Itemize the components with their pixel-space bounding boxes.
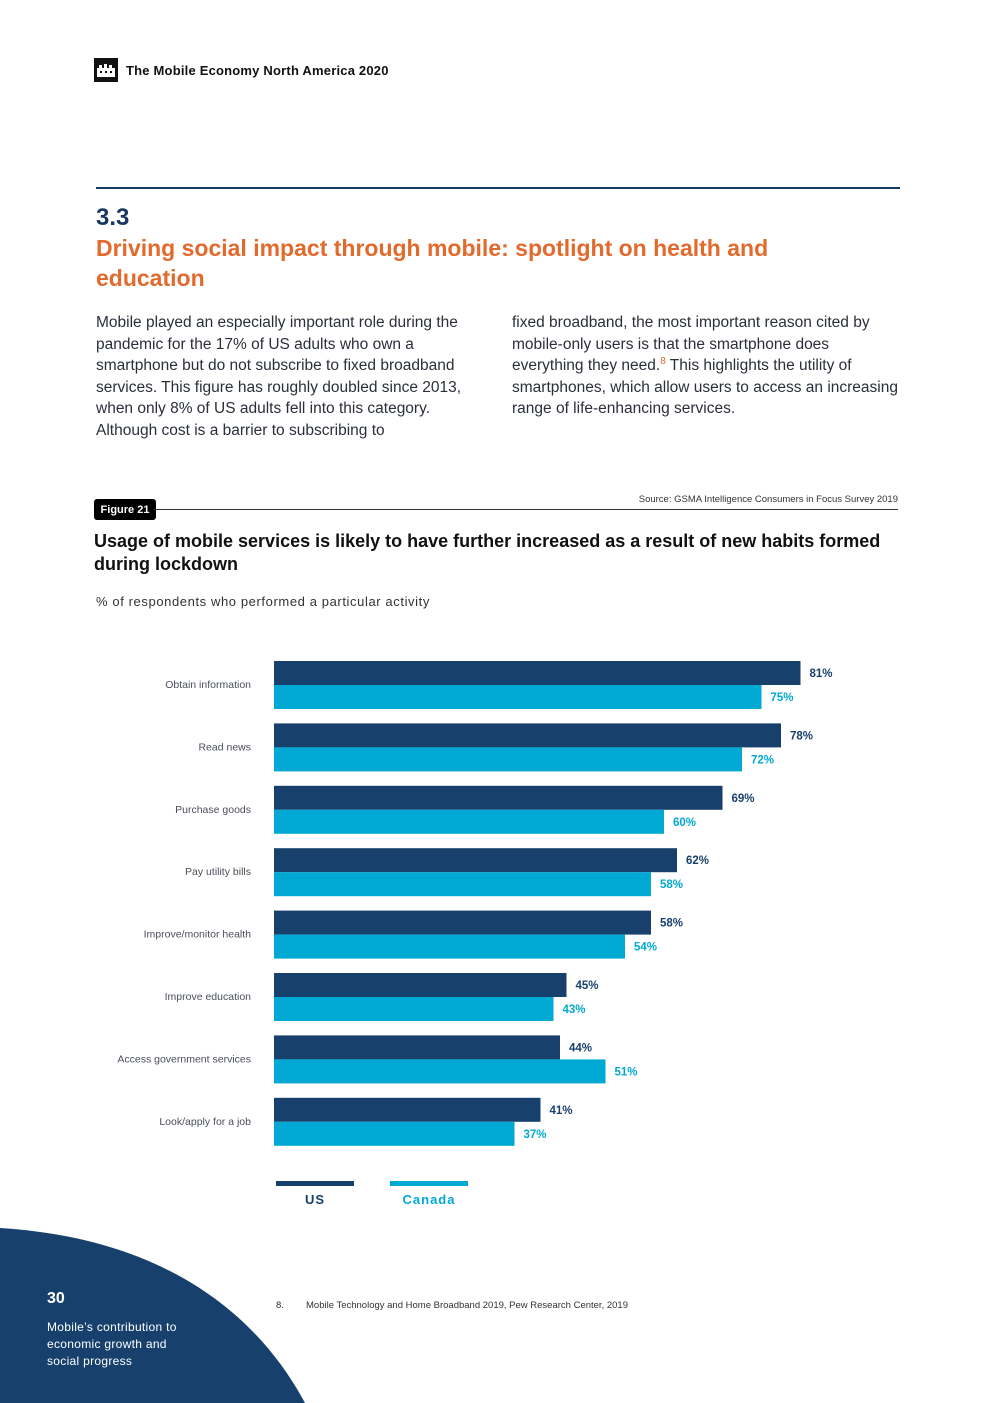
value-label-canada-purchase-goods: 60% bbox=[673, 817, 696, 829]
section-number: 3.3 bbox=[96, 204, 130, 231]
bar-us-look-apply-for-a-job bbox=[274, 1097, 541, 1122]
corner-shape bbox=[0, 1228, 305, 1403]
legend-item-us: US bbox=[276, 1181, 354, 1207]
value-label-canada-improve-education: 43% bbox=[563, 1004, 586, 1016]
value-label-canada-obtain-information: 75% bbox=[771, 692, 794, 704]
value-label-us-improve-monitor-health: 58% bbox=[660, 918, 683, 930]
bar-us-purchase-goods bbox=[274, 785, 723, 810]
bar-canada-pay-utility-bills bbox=[274, 872, 651, 897]
page-header: The Mobile Economy North America 2020 bbox=[94, 58, 389, 82]
value-label-canada-read-news: 72% bbox=[751, 754, 774, 766]
figure-divider bbox=[154, 509, 898, 510]
bar-us-improve-education bbox=[274, 973, 567, 997]
value-label-us-purchase-goods: 69% bbox=[732, 793, 755, 805]
value-label-canada-pay-utility-bills: 58% bbox=[660, 879, 683, 891]
bar-us-improve-monitor-health bbox=[274, 910, 651, 935]
bar-canada-improve-monitor-health bbox=[274, 934, 625, 959]
value-label-us-read-news: 78% bbox=[790, 730, 813, 742]
value-label-us-access-government-services: 44% bbox=[569, 1042, 592, 1054]
category-label-pay-utility-bills: Pay utility bills bbox=[185, 866, 251, 878]
figure-label: Figure 21 bbox=[94, 499, 156, 520]
bar-us-pay-utility-bills bbox=[274, 848, 677, 873]
value-label-canada-look-apply-for-a-job: 37% bbox=[524, 1129, 547, 1141]
body-text-left: Mobile played an especially important ro… bbox=[96, 314, 462, 439]
legend-label-us: US bbox=[304, 1192, 326, 1207]
bar-canada-look-apply-for-a-job bbox=[274, 1121, 515, 1146]
body-text-right-part1: fixed broadband, the most important reas… bbox=[512, 314, 870, 375]
section-divider bbox=[96, 187, 900, 189]
footnote: 8. Mobile Technology and Home Broadband 2… bbox=[276, 1300, 628, 1311]
page-caption: Mobile’s contribution to economic growth… bbox=[47, 1320, 177, 1368]
value-label-us-improve-education: 45% bbox=[576, 980, 599, 992]
legend-swatch-canada bbox=[390, 1181, 468, 1186]
chart-title: Usage of mobile services is likely to ha… bbox=[94, 531, 881, 574]
section-title: Driving social impact through mobile: sp… bbox=[96, 235, 769, 291]
legend-swatch-us bbox=[276, 1181, 354, 1186]
legend-label-canada: Canada bbox=[402, 1192, 456, 1207]
value-label-canada-improve-monitor-health: 54% bbox=[634, 942, 657, 954]
bar-canada-read-news bbox=[274, 747, 742, 772]
bar-us-access-government-services bbox=[274, 1035, 560, 1060]
category-label-purchase-goods: Purchase goods bbox=[175, 804, 251, 816]
page-number: 30 bbox=[47, 1290, 65, 1307]
value-label-us-look-apply-for-a-job: 41% bbox=[550, 1105, 573, 1117]
figure-source: Source: GSMA Intelligence Consumers in F… bbox=[638, 494, 898, 505]
bar-chart: Obtain information 81% 75% Read news 78% 72% P… bbox=[117, 661, 833, 1146]
category-label-read-news: Read news bbox=[198, 741, 251, 753]
report-title: The Mobile Economy North America 2020 bbox=[126, 62, 389, 78]
category-label-improve-monitor-health: Improve/monitor health bbox=[144, 929, 252, 941]
value-label-us-obtain-information: 81% bbox=[810, 668, 833, 680]
footnote-reference[interactable]: 8 bbox=[660, 356, 666, 368]
bar-canada-access-government-services bbox=[274, 1059, 606, 1084]
category-label-look-apply-for-a-job: Look/apply for a job bbox=[159, 1116, 251, 1128]
body-text-right-part2: This highlights the utility of smartphon… bbox=[512, 357, 898, 418]
category-label-obtain-information: Obtain information bbox=[165, 679, 251, 691]
bar-canada-obtain-information bbox=[274, 685, 762, 709]
category-label-improve-education: Improve education bbox=[165, 991, 252, 1003]
bar-canada-improve-education bbox=[274, 997, 554, 1021]
footnote-text: Mobile Technology and Home Broadband 201… bbox=[306, 1300, 628, 1311]
legend-item-canada: Canada bbox=[390, 1181, 468, 1207]
bar-canada-purchase-goods bbox=[274, 809, 664, 834]
report-logo-icon bbox=[94, 58, 118, 82]
corner-decoration bbox=[0, 1228, 305, 1403]
bar-us-read-news bbox=[274, 723, 781, 748]
value-label-us-pay-utility-bills: 62% bbox=[686, 855, 709, 867]
category-label-access-government-services: Access government services bbox=[117, 1053, 251, 1065]
chart-subtitle: % of respondents who performed a particu… bbox=[96, 594, 430, 609]
value-label-canada-access-government-services: 51% bbox=[615, 1066, 638, 1078]
footnote-number: 8. bbox=[276, 1300, 284, 1311]
bar-us-obtain-information bbox=[274, 661, 801, 685]
body-text-right: fixed broadband, the most important reas… bbox=[512, 312, 904, 420]
